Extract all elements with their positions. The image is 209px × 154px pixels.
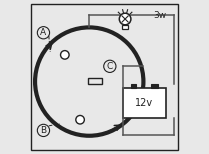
Text: 12v: 12v bbox=[135, 98, 153, 108]
Bar bbox=[131, 84, 136, 88]
Text: A: A bbox=[40, 28, 47, 37]
Text: C: C bbox=[107, 62, 113, 71]
Bar bbox=[123, 88, 166, 118]
Text: 3w: 3w bbox=[153, 11, 166, 20]
Circle shape bbox=[76, 116, 84, 124]
Bar bbox=[122, 25, 128, 29]
Bar bbox=[88, 78, 102, 84]
Circle shape bbox=[119, 13, 131, 25]
Text: B: B bbox=[40, 126, 47, 135]
Circle shape bbox=[61, 51, 69, 59]
Bar bbox=[152, 84, 158, 88]
